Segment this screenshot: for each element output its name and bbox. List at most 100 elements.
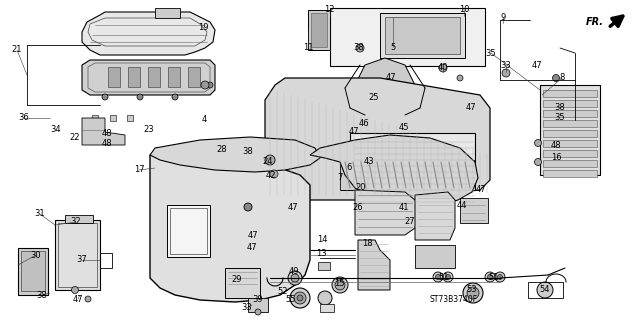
- Circle shape: [502, 69, 510, 77]
- Bar: [460, 198, 488, 223]
- Text: 47: 47: [466, 103, 476, 113]
- Bar: [528, 282, 563, 298]
- Text: 45: 45: [399, 122, 409, 131]
- Bar: [543, 170, 597, 177]
- Text: 47: 47: [386, 73, 396, 83]
- Text: 33: 33: [500, 61, 511, 70]
- Text: 35: 35: [555, 114, 565, 122]
- Text: 34: 34: [51, 125, 61, 135]
- Polygon shape: [248, 298, 268, 312]
- Bar: [148, 67, 160, 87]
- Text: 35: 35: [486, 48, 496, 57]
- Text: 31: 31: [35, 210, 45, 219]
- Bar: [155, 8, 180, 18]
- Bar: [92, 115, 98, 121]
- Text: 15: 15: [333, 279, 344, 288]
- Circle shape: [201, 81, 209, 89]
- Circle shape: [537, 282, 553, 298]
- Circle shape: [381, 182, 388, 189]
- Circle shape: [265, 155, 275, 165]
- Circle shape: [244, 203, 252, 211]
- Text: 8: 8: [559, 73, 564, 83]
- Bar: [380, 13, 465, 58]
- Circle shape: [435, 275, 440, 279]
- Circle shape: [72, 286, 79, 293]
- Bar: [318, 262, 330, 270]
- Text: 17: 17: [134, 166, 144, 174]
- Text: 22: 22: [70, 132, 80, 142]
- Circle shape: [457, 75, 463, 81]
- Text: 46: 46: [358, 118, 369, 128]
- Circle shape: [270, 170, 278, 178]
- Circle shape: [290, 288, 310, 308]
- Text: FR.: FR.: [586, 17, 604, 27]
- Circle shape: [552, 75, 559, 81]
- Bar: [127, 115, 133, 121]
- Bar: [320, 304, 334, 312]
- Text: 23: 23: [144, 125, 154, 135]
- Text: 38: 38: [555, 103, 565, 113]
- Text: 19: 19: [198, 23, 208, 32]
- Text: 53: 53: [467, 285, 477, 293]
- Polygon shape: [350, 133, 475, 185]
- Text: 10: 10: [459, 5, 469, 14]
- Circle shape: [534, 139, 541, 146]
- Text: 24: 24: [263, 158, 273, 167]
- Bar: [128, 67, 140, 87]
- Text: 9: 9: [500, 12, 506, 21]
- Text: 13: 13: [316, 249, 326, 258]
- Bar: [543, 110, 597, 117]
- Text: 29: 29: [232, 276, 243, 285]
- Polygon shape: [310, 135, 478, 207]
- Circle shape: [291, 274, 299, 282]
- Circle shape: [445, 275, 451, 279]
- Text: 7: 7: [337, 174, 342, 182]
- Bar: [330, 8, 485, 66]
- Text: 49: 49: [289, 268, 300, 277]
- Polygon shape: [540, 85, 600, 175]
- Polygon shape: [150, 137, 320, 172]
- Text: 12: 12: [324, 5, 334, 14]
- Circle shape: [356, 44, 364, 52]
- Text: 14: 14: [317, 234, 327, 243]
- Circle shape: [207, 82, 213, 88]
- Text: 25: 25: [369, 93, 380, 101]
- Circle shape: [463, 283, 483, 303]
- Text: 5: 5: [390, 42, 396, 51]
- Circle shape: [288, 271, 302, 285]
- Bar: [108, 67, 120, 87]
- Text: 33: 33: [242, 303, 252, 313]
- Text: 27: 27: [404, 218, 415, 226]
- Text: 47: 47: [246, 243, 257, 253]
- Polygon shape: [308, 10, 330, 50]
- Polygon shape: [167, 205, 210, 257]
- Circle shape: [238, 146, 246, 154]
- Text: 18: 18: [362, 240, 372, 249]
- Text: 36: 36: [19, 114, 29, 122]
- Polygon shape: [82, 60, 215, 95]
- Circle shape: [85, 296, 91, 302]
- Text: 21: 21: [12, 46, 22, 55]
- Circle shape: [172, 94, 178, 100]
- Text: 47: 47: [532, 61, 542, 70]
- Polygon shape: [82, 118, 125, 145]
- Bar: [543, 90, 597, 97]
- Circle shape: [363, 119, 369, 125]
- Polygon shape: [340, 160, 475, 190]
- Polygon shape: [415, 192, 455, 240]
- Bar: [58, 223, 97, 287]
- Text: 40: 40: [438, 63, 448, 72]
- Text: 4: 4: [202, 115, 207, 124]
- Text: 48: 48: [102, 138, 112, 147]
- Bar: [110, 115, 116, 121]
- Text: 11: 11: [303, 43, 313, 53]
- Text: 38: 38: [354, 42, 364, 51]
- Bar: [188, 67, 200, 87]
- Text: 44: 44: [457, 201, 467, 210]
- Polygon shape: [82, 12, 215, 55]
- Bar: [385, 17, 460, 54]
- Bar: [311, 13, 327, 47]
- Circle shape: [318, 291, 332, 305]
- Circle shape: [488, 275, 493, 279]
- Polygon shape: [355, 58, 415, 120]
